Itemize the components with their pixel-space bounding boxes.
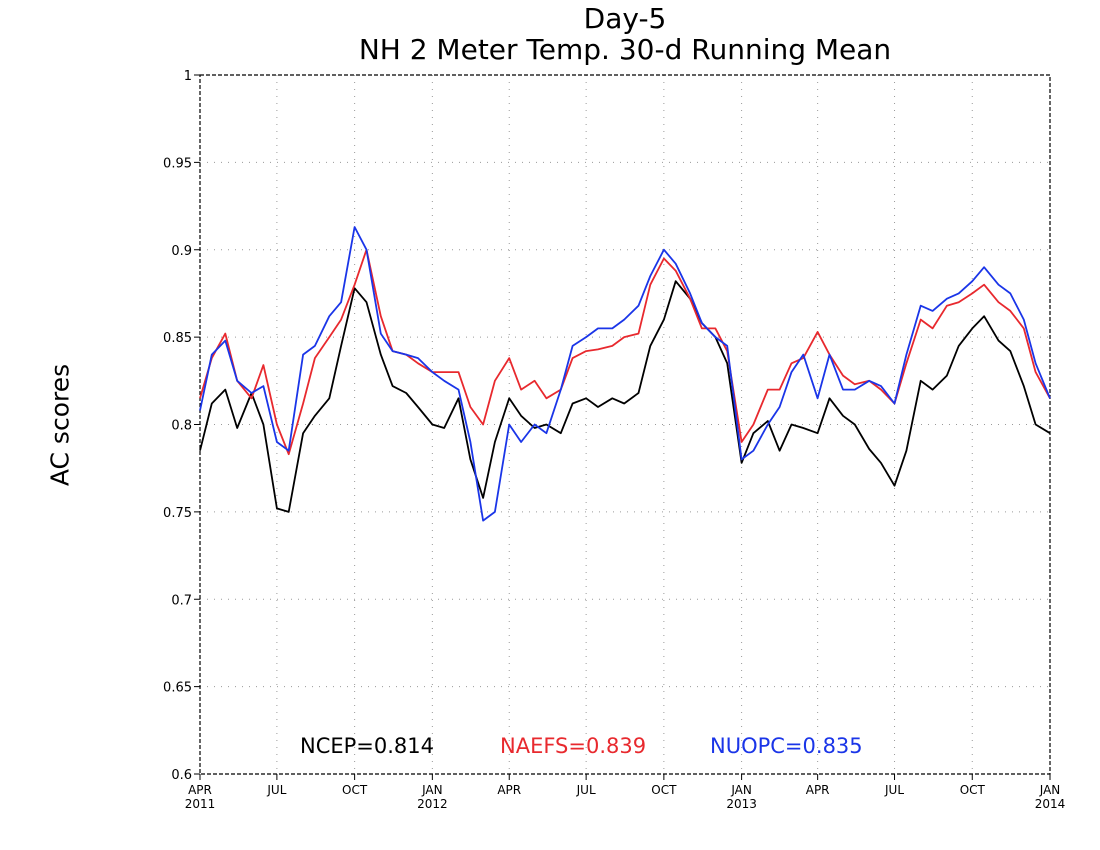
x-tick-label: OCT [960, 783, 986, 797]
x-tick-label: JUL [884, 783, 904, 797]
series-line-nuopc [199, 226, 1051, 522]
series-lines [199, 226, 1051, 522]
x-tick-year-label: 2012 [417, 797, 448, 811]
y-tick-label: 0.95 [163, 156, 192, 171]
plot-frame [199, 74, 1051, 775]
chart-subtitle: NH 2 Meter Temp. 30-d Running Mean [358, 33, 892, 66]
gridlines [200, 75, 1050, 774]
y-tick-label: 0.7 [171, 593, 192, 608]
y-tick-label: 0.9 [171, 244, 192, 259]
series-line-naefs [199, 248, 1051, 456]
y-tick-label: 0.6 [171, 768, 192, 783]
x-tick-label: OCT [342, 783, 368, 797]
x-tick-label: JAN [730, 783, 752, 797]
x-tick-label: APR [806, 783, 830, 797]
legend-naefs: NAEFS=0.839 [500, 734, 647, 758]
x-tick-label: APR [188, 783, 212, 797]
y-tick-label: 1 [184, 69, 192, 84]
y-tick-label: 0.8 [171, 419, 192, 434]
y-tick-label: 0.65 [163, 681, 192, 696]
series-line-ncep [199, 280, 1051, 513]
legend-nuopc: NUOPC=0.835 [710, 734, 863, 758]
x-tick-label: JAN [421, 783, 443, 797]
y-tick-label: 0.75 [163, 506, 192, 521]
x-tick-label: JAN [1039, 783, 1061, 797]
y-axis: 0.6 0.65 0.7 0.75 0.8 0.85 0.9 0.95 1 [163, 69, 200, 783]
x-tick-label: JUL [576, 783, 596, 797]
x-tick-year-label: 2011 [185, 797, 216, 811]
x-tick-year-label: 2014 [1035, 797, 1066, 811]
x-tick-label: JUL [266, 783, 286, 797]
legend-ncep: NCEP=0.814 [300, 734, 435, 758]
y-axis-label: AC scores [45, 363, 75, 487]
x-tick-label: APR [497, 783, 521, 797]
x-tick-label: OCT [651, 783, 677, 797]
chart-title: Day-5 [583, 2, 667, 35]
x-tick-year-label: 2013 [726, 797, 757, 811]
y-tick-label: 0.85 [163, 331, 192, 346]
